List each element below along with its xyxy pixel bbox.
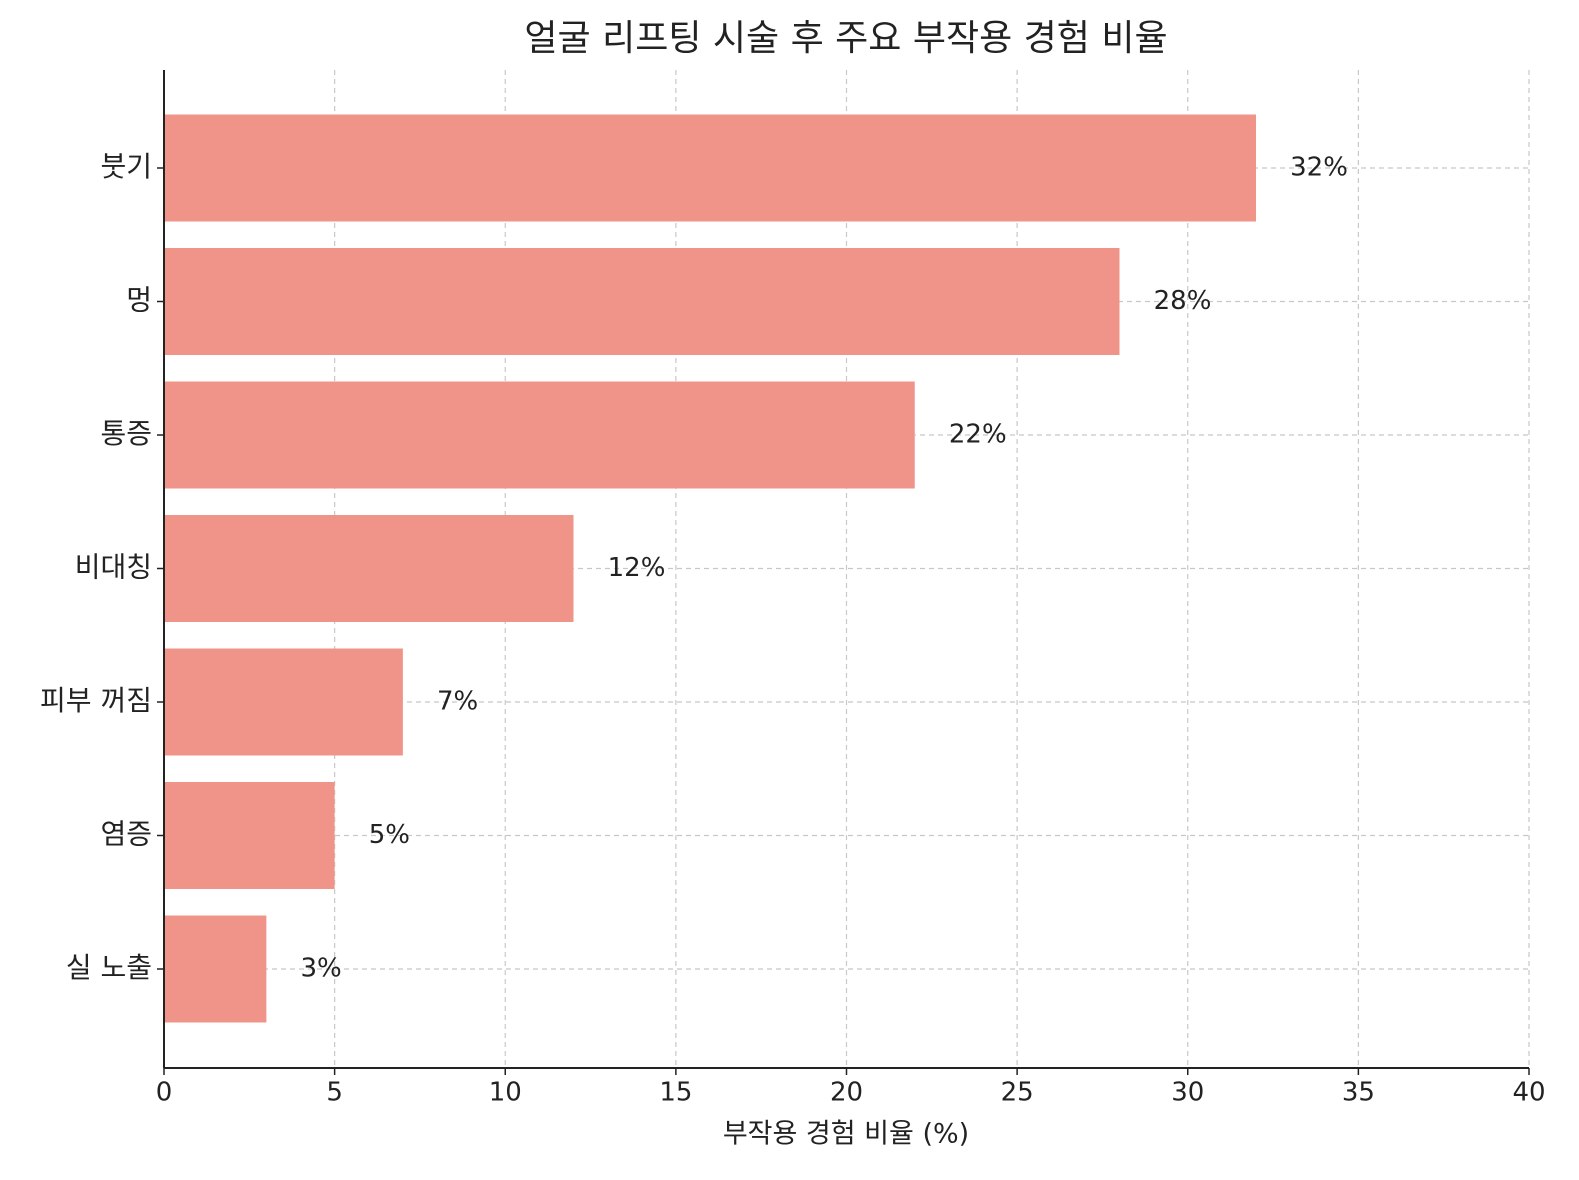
x-tick-label: 30 <box>1171 1078 1204 1108</box>
bar <box>164 248 1120 355</box>
bar <box>164 515 574 622</box>
x-tick-label: 5 <box>326 1078 343 1108</box>
y-tick-label: 멍 <box>126 284 152 317</box>
y-tick-label: 붓기 <box>100 150 152 183</box>
value-label: 22% <box>949 420 1007 450</box>
value-label: 32% <box>1290 153 1348 183</box>
y-tick-label: 염증 <box>100 818 152 851</box>
x-tick-label: 40 <box>1512 1078 1545 1108</box>
x-tick-label: 15 <box>659 1078 692 1108</box>
value-label: 3% <box>301 954 342 984</box>
y-tick-label: 실 노출 <box>66 951 152 984</box>
y-tick-label: 비대칭 <box>75 551 152 584</box>
value-label: 28% <box>1154 286 1212 316</box>
x-tick-label: 20 <box>830 1078 863 1108</box>
x-axis-label: 부작용 경험 비율 (%) <box>723 1119 969 1150</box>
value-label: 7% <box>437 687 478 717</box>
x-tick-label: 10 <box>489 1078 522 1108</box>
bar <box>164 648 403 756</box>
bar <box>164 782 335 889</box>
x-tick-label: 0 <box>156 1078 173 1108</box>
bar <box>164 114 1256 222</box>
x-tick-label: 25 <box>1001 1078 1034 1108</box>
bar <box>164 381 915 489</box>
x-tick-label: 35 <box>1342 1078 1375 1108</box>
bar <box>164 915 267 1023</box>
y-tick-label: 피부 꺼짐 <box>40 684 152 717</box>
value-label: 12% <box>608 553 666 583</box>
value-label: 5% <box>369 820 410 850</box>
y-tick-label: 통증 <box>100 417 152 450</box>
chart-title: 얼굴 리프팅 시술 후 주요 부작용 경험 비율 <box>524 18 1167 59</box>
